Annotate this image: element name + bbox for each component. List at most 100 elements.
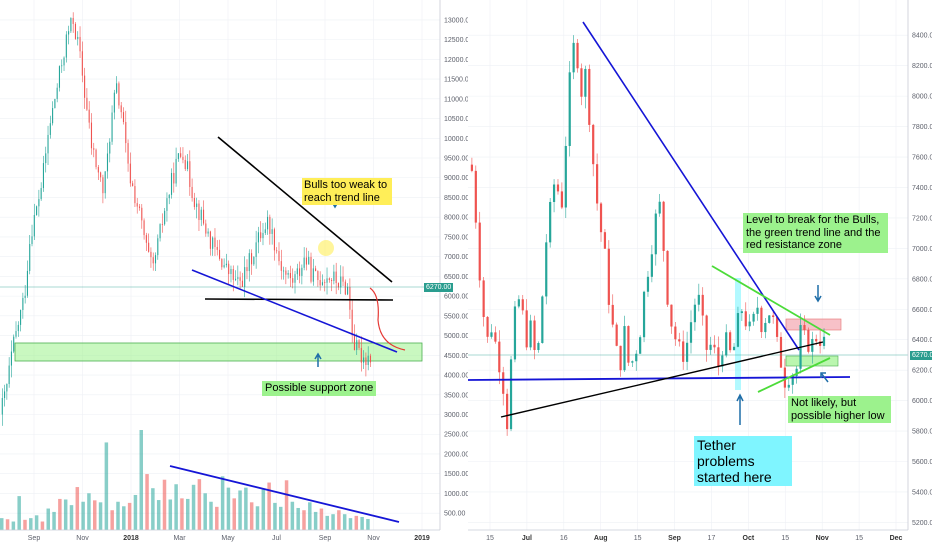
volume-bar bbox=[174, 484, 178, 530]
volume-bar bbox=[308, 502, 312, 530]
volume-bar bbox=[238, 490, 242, 530]
candle-body bbox=[95, 149, 97, 168]
volume-bar bbox=[168, 499, 173, 530]
candle-body bbox=[312, 268, 314, 282]
annotation-higher-low: Not likely, but possible higher low bbox=[788, 396, 891, 424]
candle-body bbox=[255, 242, 257, 257]
candle-body bbox=[175, 158, 177, 184]
candle-body bbox=[326, 278, 328, 283]
candle-body bbox=[42, 163, 45, 189]
volume-bar bbox=[116, 501, 120, 530]
candle-body bbox=[674, 326, 677, 340]
candle-body bbox=[79, 36, 81, 52]
candle-body bbox=[134, 186, 136, 204]
volume-bar bbox=[197, 479, 202, 530]
candle-body bbox=[166, 198, 168, 211]
candle-body bbox=[109, 141, 111, 154]
x-tick-label: 17 bbox=[708, 535, 716, 542]
volume-bar bbox=[145, 474, 149, 530]
candle-body bbox=[584, 68, 587, 97]
candle-body bbox=[592, 124, 595, 165]
x-tick-label: Sep bbox=[668, 535, 681, 542]
candle-body bbox=[344, 281, 346, 295]
candle-body bbox=[819, 341, 822, 346]
candle-body bbox=[248, 253, 250, 272]
candle-body bbox=[154, 255, 157, 264]
candle-body bbox=[221, 258, 223, 268]
candle-body bbox=[506, 393, 509, 430]
left-chart[interactable]: 13000.00 12500.00 12000.00 11500.00 11000.00… bbox=[0, 0, 468, 550]
candle-body bbox=[58, 66, 61, 88]
volume-bar bbox=[23, 519, 27, 530]
candle-body bbox=[230, 269, 232, 275]
candle-body bbox=[209, 231, 211, 249]
candle-body bbox=[299, 268, 301, 276]
volume-bar bbox=[267, 482, 271, 530]
candle-body bbox=[328, 278, 330, 280]
candle-body bbox=[287, 273, 289, 275]
y-tick-label: 6000.00 bbox=[444, 294, 468, 301]
y-tick-label: 7200.00 bbox=[912, 215, 932, 222]
y-tick-label: 6800.00 bbox=[912, 276, 932, 283]
candle-body bbox=[24, 295, 26, 298]
candle-body bbox=[310, 256, 312, 282]
candle-body bbox=[207, 231, 209, 234]
y-tick-label: 2000.00 bbox=[444, 451, 468, 458]
candle-body bbox=[198, 203, 200, 221]
candle-body bbox=[164, 210, 166, 225]
candle-body bbox=[4, 391, 6, 399]
candle-body bbox=[26, 270, 28, 296]
y-tick-label: 6600.00 bbox=[912, 307, 932, 314]
candle-body bbox=[689, 322, 693, 343]
candle-body bbox=[517, 299, 520, 307]
candle-body bbox=[8, 365, 10, 385]
arrow-up-icon bbox=[736, 393, 744, 425]
candle-body bbox=[20, 310, 22, 325]
volume-bar bbox=[87, 493, 91, 530]
candle-body bbox=[729, 332, 732, 351]
candle-body bbox=[513, 306, 517, 360]
candle-body bbox=[482, 280, 485, 317]
x-tick-label: Sep bbox=[319, 535, 332, 542]
volume-bar bbox=[69, 505, 74, 530]
right-chart[interactable]: 8400.00 8200.00 8000.00 7800.00 7600.00 7400.… bbox=[468, 0, 932, 550]
volume-bar bbox=[249, 502, 254, 530]
candle-body bbox=[682, 341, 685, 362]
candle-body bbox=[568, 72, 571, 146]
volume-bar bbox=[279, 506, 283, 530]
candle-body bbox=[49, 123, 51, 135]
left-candles bbox=[1, 12, 372, 426]
candle-body bbox=[631, 361, 634, 363]
volume-bar bbox=[261, 489, 266, 530]
candle-body bbox=[283, 270, 285, 272]
candle-body bbox=[1, 398, 3, 415]
volume-bar bbox=[162, 479, 167, 530]
candle-body bbox=[725, 332, 728, 356]
candle-body bbox=[670, 304, 673, 327]
candle-body bbox=[342, 276, 344, 282]
right-x-axis: 15 Jul 16 Aug 15 Sep 17 Oct 15 Nov 15 Dec bbox=[468, 529, 908, 542]
candle-body bbox=[470, 164, 474, 171]
candle-body bbox=[351, 309, 353, 336]
candle-body bbox=[218, 249, 221, 259]
candle-body bbox=[365, 357, 367, 365]
candle-body bbox=[90, 122, 93, 149]
left-chart-panel[interactable]: 13000.00 12500.00 12000.00 11500.00 11000.00… bbox=[0, 0, 468, 550]
candle-body bbox=[599, 203, 603, 233]
candle-body bbox=[474, 170, 477, 223]
candle-body bbox=[125, 122, 127, 144]
annotation-support-zone: Possible support zone bbox=[262, 381, 377, 396]
candle-body bbox=[294, 274, 296, 283]
right-price-tag: 6270.00 bbox=[910, 351, 932, 360]
y-tick-label: 7800.00 bbox=[912, 124, 932, 131]
candle-body bbox=[533, 320, 536, 350]
volume-bar bbox=[104, 442, 109, 530]
left-lower-trendline bbox=[191, 269, 398, 353]
candle-body bbox=[6, 384, 8, 392]
volume-bar bbox=[360, 517, 364, 530]
candle-body bbox=[159, 224, 161, 239]
right-chart-panel[interactable]: 8400.00 8200.00 8000.00 7800.00 7600.00 7400.… bbox=[468, 0, 932, 550]
candle-body bbox=[697, 294, 700, 305]
left-x-axis: Sep Nov 2018 Mar May Jul Sep Nov 2019 bbox=[0, 529, 440, 542]
candle-body bbox=[721, 355, 724, 367]
